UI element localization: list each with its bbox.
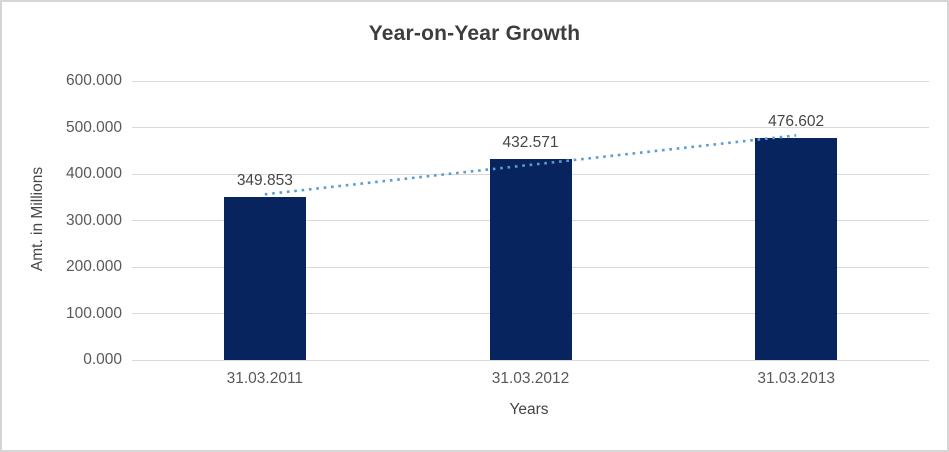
gridline (132, 127, 929, 128)
data-label: 476.602 (768, 113, 825, 131)
y-tick-label: 600.000 (65, 72, 122, 89)
gridline (132, 359, 929, 361)
chart-title: Year-on-Year Growth (368, 22, 581, 45)
x-axis-title: Years (509, 401, 549, 418)
y-tick-label: 500.000 (65, 118, 122, 136)
x-tick-label: 31.03.2011 (226, 370, 304, 387)
data-label: 432.571 (502, 133, 559, 151)
x-tick-label: 31.03.2012 (491, 370, 570, 387)
y-tick-label: 400.000 (65, 165, 122, 182)
bar-31.03.2012 (489, 158, 572, 360)
bar-31.03.2013 (755, 138, 838, 360)
y-tick-label: 200.000 (65, 258, 122, 275)
gridline (132, 80, 929, 82)
y-tick-label: 0.000 (83, 351, 122, 368)
bar-31.03.2011 (223, 197, 306, 360)
trendline (264, 134, 797, 196)
trendline-path (264, 134, 797, 196)
y-tick-label: 100.000 (65, 304, 122, 322)
y-tick-label: 300.000 (65, 211, 122, 229)
data-label: 349.853 (236, 172, 293, 190)
x-tick-label: 31.03.2013 (757, 370, 835, 387)
